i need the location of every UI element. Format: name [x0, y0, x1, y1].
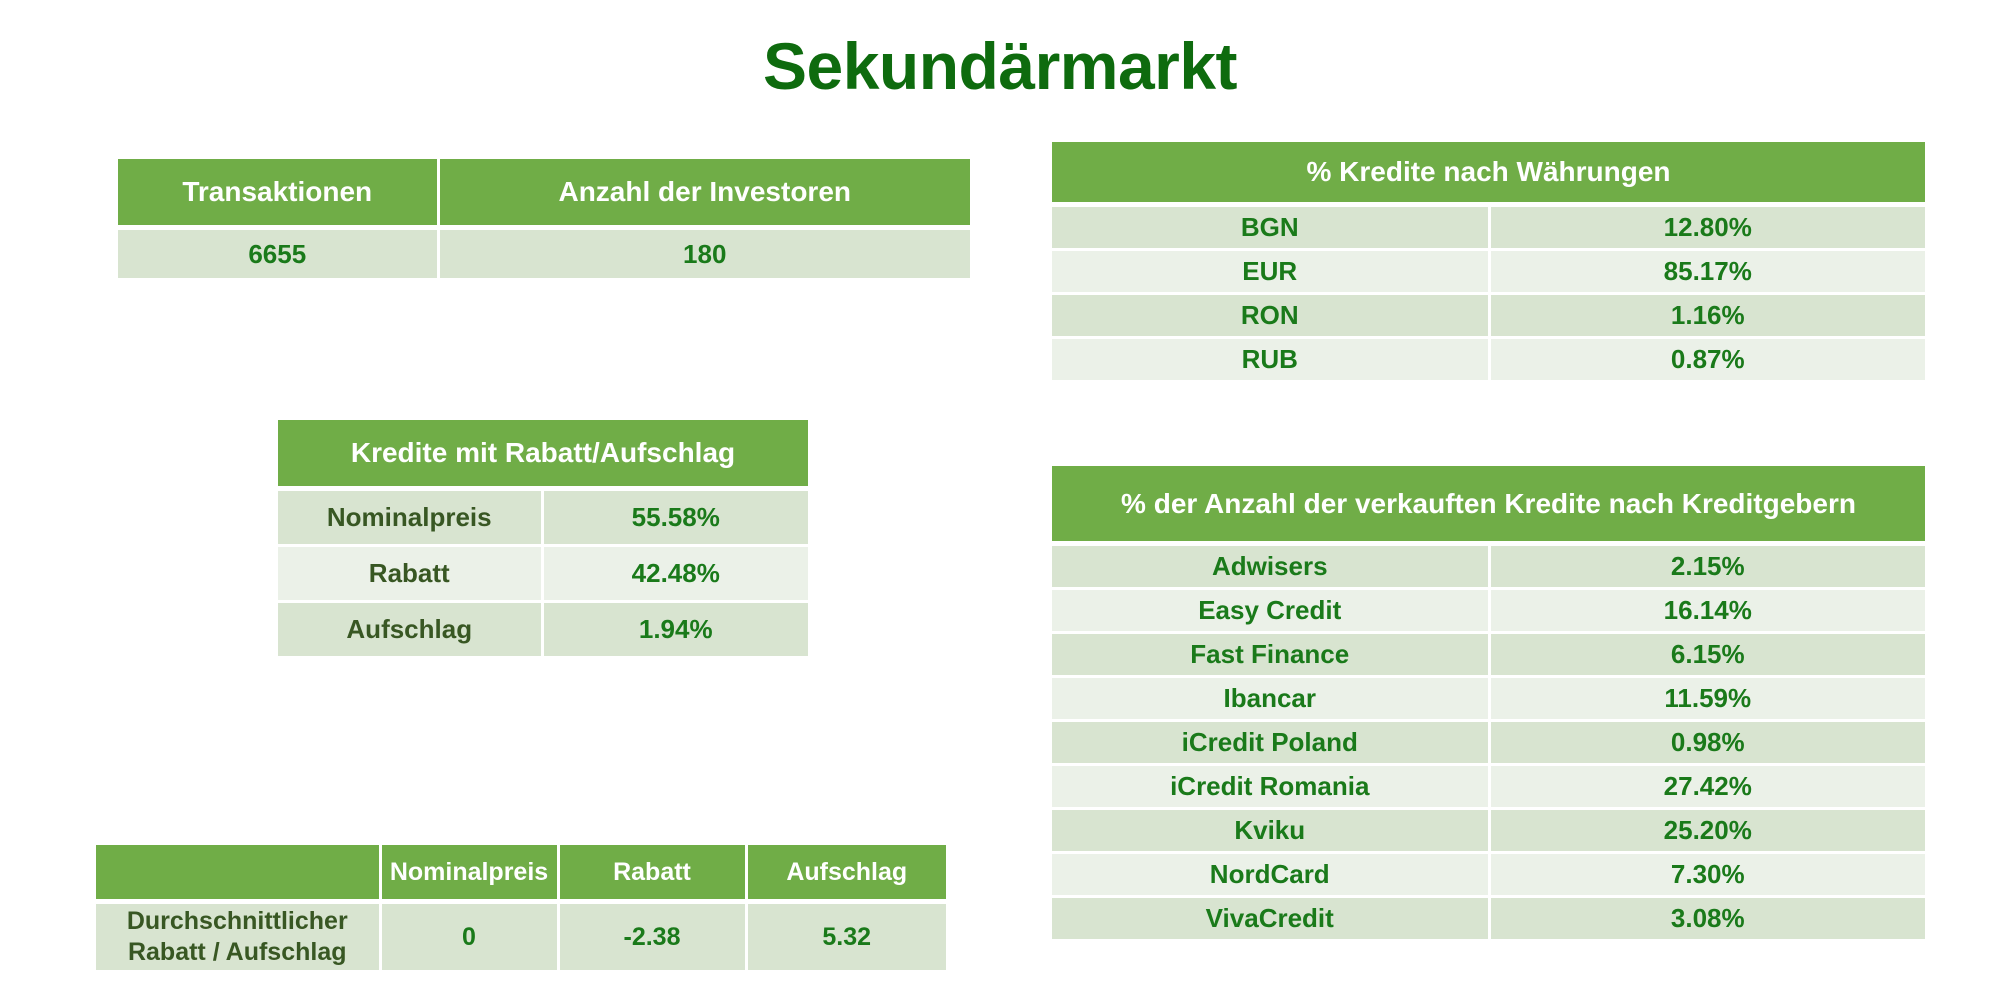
row-label: Rabatt — [278, 544, 544, 603]
row-value: 6.15% — [1487, 631, 1926, 678]
table-row: Fast Finance 6.15% — [1052, 631, 1926, 678]
transactions-header: Transaktionen — [118, 159, 440, 230]
row-label: EUR — [1052, 248, 1491, 295]
currency-header-row: % Kredite nach Währungen — [1052, 142, 1926, 207]
table-row: iCredit Romania 27.42% — [1052, 763, 1926, 810]
summary-value-row: 6655 180 — [118, 226, 970, 281]
average-row-label: Durchschnittlicher Rabatt / Aufschlag — [96, 900, 382, 973]
discount-table-header: Kredite mit Rabatt/Aufschlag — [278, 420, 808, 491]
table-row: Easy Credit 16.14% — [1052, 587, 1926, 634]
table-row: Nominalpreis 55.58% — [278, 487, 808, 547]
table-row: EUR 85.17% — [1052, 248, 1926, 295]
premium-value: 5.32 — [744, 900, 946, 973]
table-row: RUB 0.87% — [1052, 336, 1926, 383]
row-label: Aufschlag — [278, 600, 544, 659]
table-row: Kviku 25.20% — [1052, 807, 1926, 854]
currency-table-header: % Kredite nach Währungen — [1052, 142, 1926, 207]
summary-table: Transaktionen Anzahl der Investoren 6655… — [118, 159, 970, 281]
row-value: 27.42% — [1487, 763, 1926, 810]
row-label: RON — [1052, 292, 1491, 339]
table-row: BGN 12.80% — [1052, 203, 1926, 251]
row-label: VivaCredit — [1052, 895, 1491, 942]
premium-header: Aufschlag — [744, 845, 946, 904]
table-row: iCredit Poland 0.98% — [1052, 719, 1926, 766]
row-label: Nominalpreis — [278, 487, 544, 547]
average-header-row: Nominalpreis Rabatt Aufschlag — [96, 845, 946, 904]
nominal-price-header: Nominalpreis — [378, 845, 560, 904]
row-value: 25.20% — [1487, 807, 1926, 854]
row-label: Adwisers — [1052, 542, 1491, 590]
summary-header-row: Transaktionen Anzahl der Investoren — [118, 159, 970, 230]
investors-header: Anzahl der Investoren — [436, 159, 970, 230]
row-value: 1.94% — [540, 600, 808, 659]
row-label: iCredit Poland — [1052, 719, 1491, 766]
row-value: 3.08% — [1487, 895, 1926, 942]
average-row-label-line2: Rabatt / Aufschlag — [127, 938, 347, 966]
row-value: 0.87% — [1487, 336, 1926, 383]
row-value: 85.17% — [1487, 248, 1926, 295]
row-value: 1.16% — [1487, 292, 1926, 339]
row-value: 42.48% — [540, 544, 808, 603]
investors-value: 180 — [436, 226, 970, 281]
currency-table: % Kredite nach Währungen BGN 12.80% EUR … — [1052, 142, 1926, 383]
row-value: 2.15% — [1487, 542, 1926, 590]
row-label: iCredit Romania — [1052, 763, 1491, 810]
nominal-price-value: 0 — [378, 900, 560, 973]
discount-value: -2.38 — [556, 900, 748, 973]
discount-header: Rabatt — [556, 845, 748, 904]
table-row: NordCard 7.30% — [1052, 851, 1926, 898]
row-value: 55.58% — [540, 487, 808, 547]
row-label: Kviku — [1052, 807, 1491, 854]
discount-header-row: Kredite mit Rabatt/Aufschlag — [278, 420, 808, 491]
table-row: Ibancar 11.59% — [1052, 675, 1926, 722]
discount-premium-table: Kredite mit Rabatt/Aufschlag Nominalprei… — [278, 420, 808, 659]
average-value-row: Durchschnittlicher Rabatt / Aufschlag 0 … — [96, 900, 946, 973]
table-row: Aufschlag 1.94% — [278, 600, 808, 659]
table-row: VivaCredit 3.08% — [1052, 895, 1926, 942]
row-value: 11.59% — [1487, 675, 1926, 722]
lenders-table-header: % der Anzahl der verkauften Kredite nach… — [1052, 466, 1926, 546]
row-label: RUB — [1052, 336, 1491, 383]
row-label: Ibancar — [1052, 675, 1491, 722]
table-row: Adwisers 2.15% — [1052, 542, 1926, 590]
table-row: Rabatt 42.48% — [278, 544, 808, 603]
row-value: 7.30% — [1487, 851, 1926, 898]
row-label: BGN — [1052, 203, 1491, 251]
transactions-value: 6655 — [118, 226, 440, 281]
row-value: 16.14% — [1487, 587, 1926, 634]
average-discount-table: Nominalpreis Rabatt Aufschlag Durchschni… — [96, 845, 946, 973]
lenders-table: % der Anzahl der verkauften Kredite nach… — [1052, 466, 1926, 942]
empty-header-cell — [96, 845, 382, 904]
row-value: 12.80% — [1487, 203, 1926, 251]
row-label: Fast Finance — [1052, 631, 1491, 678]
row-value: 0.98% — [1487, 719, 1926, 766]
average-row-label-line1: Durchschnittlicher — [126, 907, 348, 935]
lenders-header-row: % der Anzahl der verkauften Kredite nach… — [1052, 466, 1926, 546]
row-label: NordCard — [1052, 851, 1491, 898]
table-row: RON 1.16% — [1052, 292, 1926, 339]
row-label: Easy Credit — [1052, 587, 1491, 634]
page-title: Sekundärmarkt — [762, 29, 1238, 103]
